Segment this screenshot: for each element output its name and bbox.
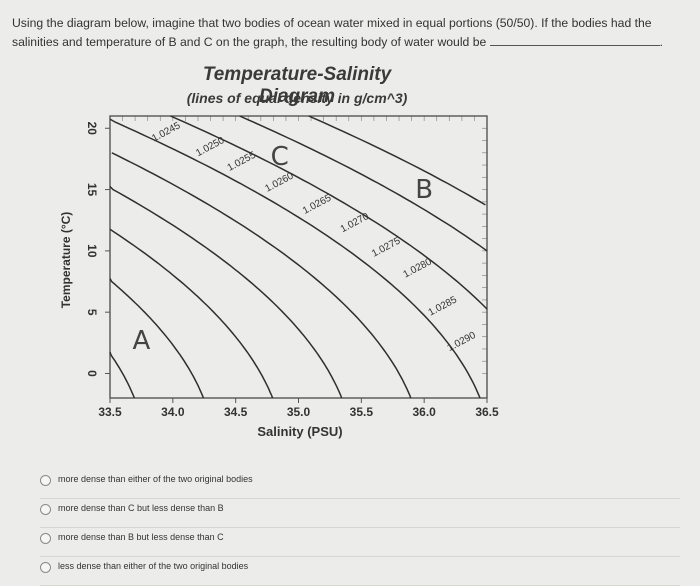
isopycnal-line-2 (109, 351, 136, 399)
option-4[interactable]: less dense than either of the two origin… (40, 557, 680, 586)
question-end: . (659, 35, 664, 49)
isopycnal-line-4 (109, 228, 274, 399)
option-3[interactable]: more dense than B but less dense than C (40, 528, 680, 557)
option-3-label: more dense than B but less dense than C (58, 532, 224, 542)
isopycnal-label-1: 1.0245 (150, 120, 183, 144)
isopycnal-line-10 (308, 115, 486, 206)
y-tick-label: 10 (85, 244, 99, 258)
isopycnal-line-9 (239, 115, 488, 252)
option-3-radio[interactable] (40, 533, 51, 544)
x-axis-ticks: 33.5 34.0 34.5 35.0 35.5 36.0 36.5 (98, 398, 499, 419)
option-1-radio[interactable] (40, 475, 51, 486)
isopycnal-label-10: 1.0290 (446, 330, 479, 354)
x-axis-label: Salinity (PSU) (257, 424, 342, 439)
question-text: Using the diagram below, imagine that tw… (12, 14, 696, 52)
x-tick-label: 35.5 (350, 405, 374, 419)
isopycnal-label-4: 1.0260 (263, 170, 296, 194)
answer-blank (489, 34, 660, 46)
option-4-label: less dense than either of the two origin… (58, 561, 249, 571)
x-tick-label: 36.5 (475, 405, 499, 419)
y-tick-label: 15 (85, 183, 99, 197)
isopycnal-label-6: 1.0270 (339, 211, 372, 235)
point-b: B (415, 175, 433, 205)
y-tick-label: 20 (85, 122, 99, 136)
y-tick-label: 0 (85, 370, 99, 377)
chart-title: Temperature-Salinity Diagram (202, 64, 392, 107)
water-body-points: A B C (133, 142, 434, 356)
answer-options: more dense than either of the two origin… (40, 470, 680, 586)
option-2-label: more dense than C but less dense than B (58, 503, 224, 513)
isopycnal-label-2: 1.0250 (194, 135, 227, 159)
isopycnal-lines (109, 115, 488, 399)
isopycnal-line-8 (170, 115, 488, 310)
x-tick-label: 33.5 (98, 405, 122, 419)
chart-grid (109, 115, 488, 374)
x-tick-label: 35.0 (287, 405, 311, 419)
y-tick-label: 5 (85, 309, 99, 316)
plot-frame (109, 115, 488, 399)
isopycnal-labels: 1.02451.02501.02551.02601.02651.02701.02… (150, 120, 478, 354)
point-a: A (133, 326, 151, 356)
isopycnal-line-7 (109, 118, 481, 399)
isopycnal-label-7: 1.0275 (370, 235, 403, 259)
option-2[interactable]: more dense than C but less dense than B (40, 499, 680, 528)
isopycnal-label-8: 1.0280 (402, 256, 435, 280)
chart-subtitle: (lines of equal density in g/cm^3) (186, 90, 408, 106)
option-2-radio[interactable] (40, 504, 51, 515)
y-axis-label: Temperature (°C) (59, 212, 73, 309)
x-tick-label: 34.0 (161, 405, 185, 419)
option-1[interactable]: more dense than either of the two origin… (40, 470, 680, 499)
isopycnal-label-9: 1.0285 (427, 294, 460, 318)
x-tick-label: 34.5 (224, 405, 248, 419)
x-tick-label: 36.0 (412, 405, 436, 419)
option-4-radio[interactable] (40, 562, 51, 573)
isopycnal-line-6 (111, 152, 412, 399)
isopycnal-label-5: 1.0265 (301, 192, 334, 216)
y-axis-ticks: 0 5 10 15 20 (85, 122, 110, 377)
question-body: Using the diagram below, imagine that tw… (12, 16, 652, 49)
isopycnal-label-3: 1.0255 (226, 150, 259, 174)
isopycnal-line-5 (109, 185, 343, 399)
isopycnal-line-3 (109, 278, 205, 399)
ts-diagram: 1.02451.02501.02551.02601.02651.02701.02… (59, 115, 499, 439)
option-1-label: more dense than either of the two origin… (58, 474, 253, 484)
point-c: C (271, 142, 289, 172)
